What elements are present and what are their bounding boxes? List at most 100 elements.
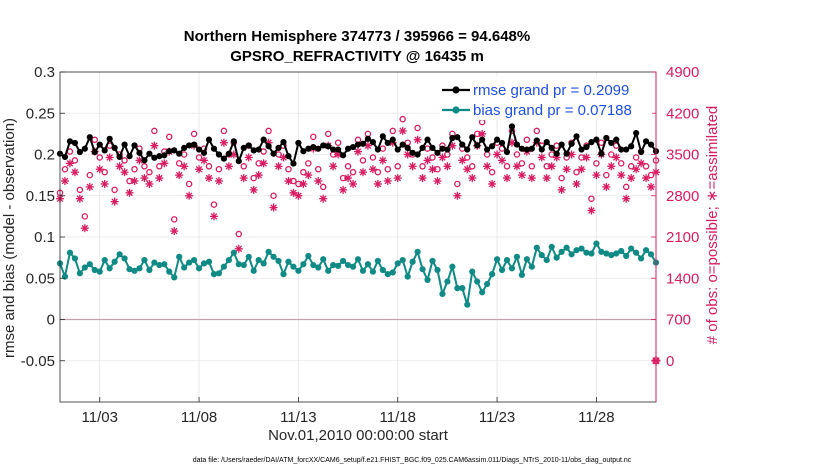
asterisk-stroke — [518, 171, 526, 179]
x-axis-label: Nov.01,2010 00:00:00 start — [268, 427, 449, 444]
obs-possible-point — [91, 136, 99, 144]
obs-possible-point — [146, 168, 153, 176]
asterisk-stroke — [101, 180, 108, 188]
obs-possible-point — [76, 186, 84, 194]
series-point-1 — [513, 253, 521, 260]
asterisk-stroke — [394, 174, 402, 182]
series-point-1 — [215, 270, 223, 277]
series-point-1 — [161, 261, 168, 268]
obs-assimilated-point — [557, 185, 566, 194]
x-tick-label: 11/23 — [479, 409, 515, 426]
series-point-1 — [181, 264, 188, 271]
asterisk-stroke — [270, 204, 277, 211]
series-point-0 — [508, 123, 516, 130]
y-right-tick-label: 3500 — [666, 147, 699, 164]
y-left-tick-label: 0.2 — [34, 147, 55, 164]
x-tick-label: 11/28 — [578, 409, 614, 426]
series-point-1 — [543, 257, 550, 264]
asterisk-stroke — [419, 174, 426, 182]
obs-possible-point — [558, 174, 565, 182]
series-point-1 — [354, 256, 362, 263]
series-point-1 — [493, 256, 501, 263]
obs-assimilated-point — [408, 162, 417, 171]
series-point-1 — [548, 243, 555, 250]
asterisk-stroke — [374, 180, 382, 188]
obs-assimilated-point — [185, 191, 194, 200]
obs-assimilated-point — [498, 156, 507, 165]
obs-assimilated-point — [180, 162, 189, 171]
obs-assimilated-point — [503, 174, 511, 183]
series-point-0 — [101, 147, 108, 154]
obs-possible-point — [141, 163, 148, 170]
obs-assimilated-point — [284, 177, 293, 186]
series-point-0 — [260, 136, 267, 143]
asterisk-stroke — [488, 180, 496, 188]
y-right-tick-label: 2100 — [666, 229, 699, 246]
series-point-0 — [563, 150, 570, 157]
series-point-1 — [340, 257, 347, 265]
series-point-0 — [71, 139, 78, 147]
obs-possible-point — [270, 192, 277, 199]
series-point-1 — [538, 252, 545, 259]
asterisk-stroke — [414, 136, 421, 144]
asterisk-stroke — [319, 195, 327, 202]
series-point-0 — [464, 146, 471, 153]
series-point-0 — [588, 139, 595, 146]
series-point-0 — [86, 134, 93, 141]
series-point-0 — [642, 138, 650, 145]
asterisk-stroke — [429, 165, 436, 173]
series-point-1 — [608, 252, 615, 259]
series-point-0 — [61, 153, 69, 161]
asterisk-stroke — [558, 186, 565, 194]
obs-assimilated-point — [373, 179, 382, 188]
obs-assimilated-point — [219, 138, 228, 147]
asterisk-stroke — [205, 174, 213, 182]
asterisk-stroke — [185, 192, 193, 200]
series-point-1 — [449, 263, 456, 270]
obs-assimilated-point — [617, 171, 626, 180]
obs-possible-point — [528, 163, 536, 170]
x-tick-label: 11/03 — [82, 409, 118, 426]
series-point-0 — [578, 146, 585, 153]
obs-assimilated-point — [368, 165, 377, 174]
series-point-1 — [623, 252, 630, 260]
series-point-0 — [215, 151, 223, 158]
series-point-0 — [116, 153, 123, 161]
asterisk-stroke — [131, 177, 138, 185]
obs-possible-point — [190, 130, 198, 138]
series-point-1 — [568, 251, 575, 258]
legend-rmse-marker — [452, 86, 460, 94]
series-point-0 — [131, 142, 138, 149]
obs-assimilated-point — [562, 165, 571, 174]
obs-assimilated-point — [587, 206, 596, 215]
series-point-0 — [513, 141, 521, 148]
series-point-1 — [86, 261, 93, 268]
asterisk-stroke — [498, 157, 506, 164]
asterisk-stroke — [612, 154, 620, 161]
series-point-1 — [156, 261, 163, 269]
asterisk-stroke — [578, 165, 585, 173]
series-point-1 — [344, 261, 352, 269]
asterisk-stroke — [290, 189, 297, 197]
series-point-1 — [146, 266, 153, 274]
y-left-tick-label: 0.25 — [26, 105, 55, 122]
asterisk-stroke — [280, 154, 287, 161]
series-point-1 — [335, 262, 342, 269]
asterisk-stroke — [329, 162, 337, 170]
asterisk-stroke — [468, 174, 476, 182]
obs-possible-point — [533, 127, 541, 135]
series-point-1 — [260, 260, 267, 267]
asterisk-stroke — [399, 127, 406, 135]
obs-assimilated-point — [542, 174, 551, 183]
series-point-1 — [414, 248, 421, 255]
obs-possible-point — [86, 171, 94, 179]
series-point-1 — [558, 248, 565, 255]
asterisk-stroke — [632, 165, 640, 173]
series-point-0 — [414, 151, 421, 158]
data-file-footnote: data file: /Users/raeder/DAI/ATM_forcXX/… — [193, 457, 632, 464]
series-point-0 — [220, 155, 227, 162]
asterisk-stroke — [305, 171, 312, 179]
obs-possible-point — [166, 133, 173, 141]
obs-assimilated-point — [622, 194, 631, 203]
asterisk-stroke — [548, 162, 555, 170]
